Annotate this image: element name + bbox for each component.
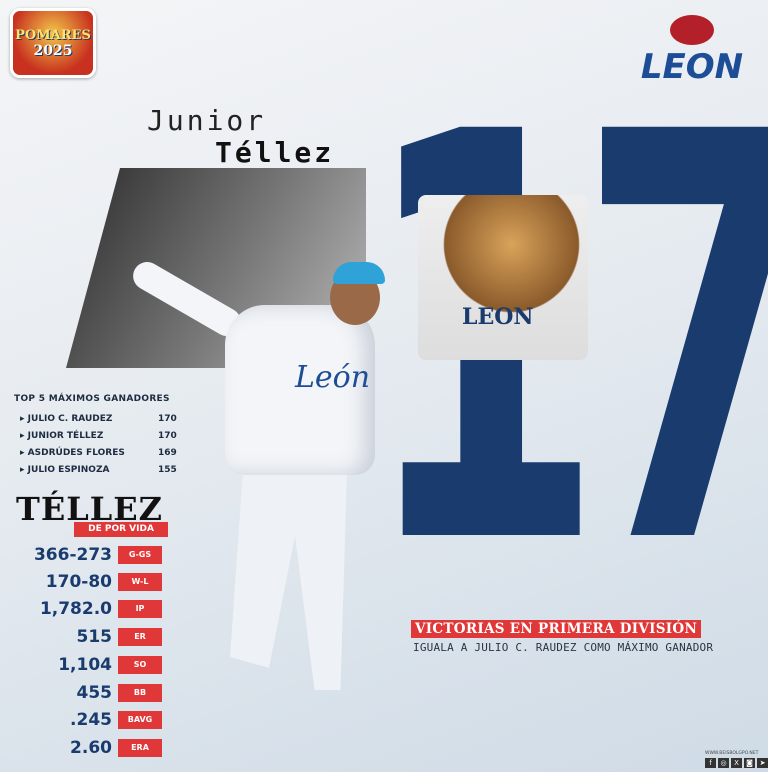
pitcher-cap bbox=[333, 262, 385, 284]
stat-value: 515 bbox=[76, 627, 113, 647]
pitcher-body bbox=[225, 305, 375, 475]
facebook-icon[interactable]: f bbox=[705, 758, 716, 768]
jersey-text: León bbox=[295, 360, 371, 395]
leon-team-logo: LEON bbox=[630, 12, 754, 87]
stat-row: .245 BAVG bbox=[10, 710, 162, 730]
winner-wins: 155 bbox=[158, 464, 177, 475]
stat-value: 170-80 bbox=[45, 572, 112, 592]
winner-wins: 169 bbox=[158, 447, 177, 458]
top5-winners-list: TOP 5 MÁXIMOS GANADORES JULIO C. RAUDEZ1… bbox=[14, 394, 177, 478]
pitcher-legs bbox=[230, 470, 347, 690]
lion-jersey-text: LEON bbox=[462, 304, 534, 330]
winner-name: JULIO ESPINOZA bbox=[20, 465, 158, 475]
top5-title: TOP 5 MÁXIMOS GANADORES bbox=[14, 394, 170, 404]
lion-mascot-image: LEON bbox=[418, 195, 588, 360]
stat-label: BB bbox=[118, 684, 162, 702]
player-first-name: Junior bbox=[147, 104, 267, 137]
stat-value: 2.60 bbox=[70, 738, 112, 758]
stat-label: IP bbox=[118, 600, 162, 618]
stat-row: 1,104 SO bbox=[10, 655, 162, 675]
pomares-2025-logo: POMARES 2025 bbox=[10, 8, 96, 78]
winner-name: ASDRÚDES FLORES bbox=[20, 448, 158, 458]
logo-year: 2025 bbox=[33, 42, 73, 59]
threads-icon[interactable]: ◙ bbox=[744, 758, 755, 768]
stat-value: 366-273 bbox=[33, 545, 112, 565]
stat-row: 170-80 W-L bbox=[10, 572, 162, 592]
stat-label: W-L bbox=[118, 573, 162, 591]
stat-value: 455 bbox=[76, 683, 113, 703]
team-logo-text: LEON bbox=[640, 47, 744, 87]
player-last-name: Téllez bbox=[215, 136, 335, 169]
caption-title: VICTORIAS EN PRIMERA DIVISIÓN bbox=[411, 620, 702, 638]
stat-label: SO bbox=[118, 656, 162, 674]
stat-row: 455 BB bbox=[10, 683, 162, 703]
stat-value: 1,782.0 bbox=[39, 599, 112, 619]
stat-label: ERA bbox=[118, 739, 162, 757]
social-icons: f ◎ X ◙ ➤ bbox=[705, 758, 768, 768]
stat-value: .245 bbox=[70, 710, 112, 730]
pitcher-photo: León bbox=[128, 245, 435, 720]
winner-wins: 170 bbox=[158, 430, 177, 441]
stat-value: 1,104 bbox=[58, 655, 112, 675]
lion-head-icon bbox=[670, 15, 714, 45]
stat-row: 515 ER bbox=[10, 627, 162, 647]
winner-name: JUNIOR TÉLLEZ bbox=[20, 431, 158, 441]
winner-wins: 170 bbox=[158, 413, 177, 424]
website-link[interactable]: WWW.BEISBOLGPO.NET bbox=[705, 751, 759, 756]
stat-label: BAVG bbox=[118, 711, 162, 729]
x-icon[interactable]: X bbox=[731, 758, 742, 768]
stat-label: ER bbox=[118, 628, 162, 646]
logo-text: POMARES bbox=[15, 27, 91, 43]
stat-row: 2.60 ERA bbox=[10, 738, 162, 758]
stat-row: 1,782.0 IP bbox=[10, 599, 162, 619]
winner-name: JULIO C. RAUDEZ bbox=[20, 414, 158, 424]
instagram-icon[interactable]: ◎ bbox=[718, 758, 729, 768]
stat-row: 366-273 G-GS bbox=[10, 545, 162, 565]
caption-subtitle: IGUALA A JULIO C. RAUDEZ COMO MÁXIMO GAN… bbox=[413, 641, 714, 654]
stats-subtitle: DE POR VIDA bbox=[74, 522, 168, 537]
stats-player-name: TÉLLEZ bbox=[16, 490, 163, 528]
stat-label: G-GS bbox=[118, 546, 162, 564]
telegram-icon[interactable]: ➤ bbox=[757, 758, 768, 768]
